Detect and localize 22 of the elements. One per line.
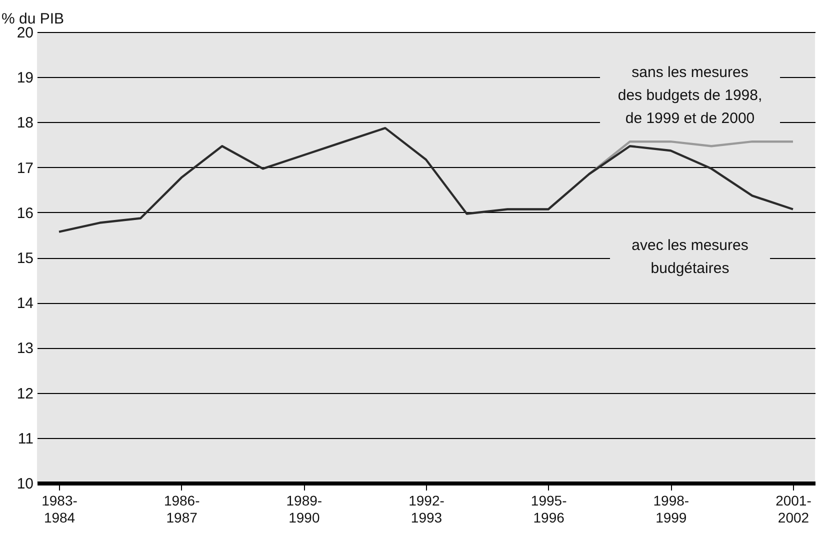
line-series <box>58 126 794 233</box>
y-tick-label: 17 <box>16 160 34 177</box>
x-tick-label: 1983- 1984 <box>42 492 78 526</box>
x-tick-label: 1998- 1999 <box>653 492 690 526</box>
y-tick-label: 12 <box>16 385 34 402</box>
x-tick-label: 1995- 1996 <box>530 492 568 526</box>
y-tick-label: 15 <box>16 250 34 267</box>
series-label: sans les mesures des budgets de 1998, de 1999 et de 2000 <box>618 64 762 127</box>
y-tick-label: 19 <box>16 70 34 87</box>
x-tick-label: 1992- 1993 <box>408 492 445 526</box>
y-tick-label: 16 <box>16 204 34 222</box>
y-axis-title: % du PIB <box>2 10 64 28</box>
text: avec les mesures budgétaires <box>632 237 748 277</box>
y-tick-label: 13 <box>16 340 34 358</box>
x-tick-label: 2001- 2002 <box>776 492 812 526</box>
y-tick-label: 20 <box>16 24 34 42</box>
y-tick-label: 14 <box>16 295 34 312</box>
y-tick-label: 11 <box>18 430 34 448</box>
x-tick-label: 1989- 1990 <box>286 492 322 526</box>
x-tick-label: 1986- 1987 <box>164 492 200 526</box>
y-tick-label: 18 <box>16 114 34 132</box>
y-tick-label: 10 <box>16 476 34 492</box>
